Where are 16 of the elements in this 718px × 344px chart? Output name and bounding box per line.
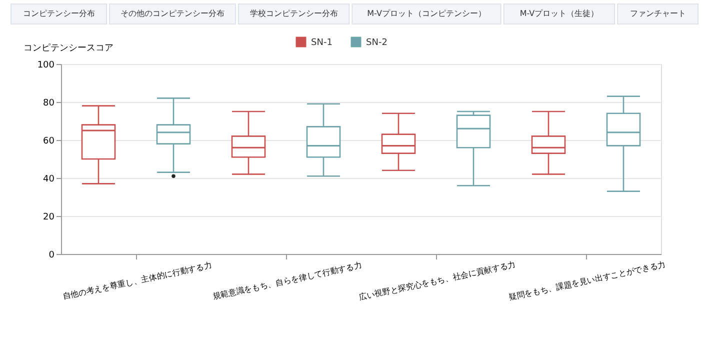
y-tick-label: 20 — [43, 212, 55, 222]
text: 学校コンピテンシー分布 — [250, 9, 338, 18]
y-tick-label: 0 — [48, 250, 55, 260]
y-tick-label: 60 — [43, 136, 55, 146]
text: コンピテンシー分布 — [22, 9, 95, 18]
y-tick-label: 40 — [43, 174, 55, 184]
y-axis-title: コンピテンシースコア — [24, 42, 114, 54]
y-tick-label: 80 — [43, 98, 55, 108]
text: その他のコンピテンシー分布 — [120, 9, 225, 18]
legend-label: SN-2 — [366, 38, 388, 48]
y-tick-label: 100 — [37, 60, 55, 70]
text: ファンチャート — [630, 9, 686, 18]
text: M-Vプロット（生徒） — [520, 9, 599, 18]
x-tick-label: 自他の考えを尊重し、主体的に行動する力 — [62, 260, 213, 302]
legend-label: SN-1 — [311, 38, 332, 48]
text: M-Vプロット（コンピテンシー） — [367, 9, 486, 18]
